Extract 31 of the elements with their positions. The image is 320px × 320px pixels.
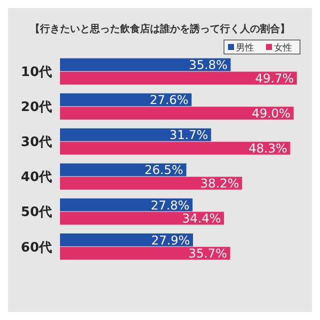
bar [60,58,231,72]
y-tick-label: 30代 [20,135,52,150]
data-label: 48.3% [248,142,288,156]
bar [60,142,290,155]
y-tick-label: 10代 [20,65,52,80]
data-label: 27.8% [150,198,190,212]
data-label: 38.2% [200,176,240,191]
bar [60,198,193,212]
data-label: 26.5% [144,163,184,178]
bar [60,233,193,246]
y-tick-label: 20代 [20,100,52,116]
chart-title: 【行きたいと思った飲食店は誰かを誘って行く人の割合】 [30,23,290,35]
data-label: 34.4% [182,212,221,226]
bar [60,72,297,85]
bar [60,176,242,190]
data-label: 49.0% [252,106,291,121]
bar [60,128,212,142]
y-tick-label: 50代 [20,205,52,220]
data-label: 31.7% [169,128,208,142]
bar [60,212,224,225]
bar [60,246,230,260]
legend-label: 男性 [236,42,254,54]
data-label: 27.6% [150,93,189,108]
legend-label: 女性 [274,42,292,54]
data-label: 35.8% [188,58,228,72]
data-label: 49.7% [255,72,294,86]
data-label: 35.7% [188,246,228,261]
y-tick-label: 60代 [20,240,52,256]
data-label: 27.9% [151,233,190,248]
bar [60,106,294,120]
y-tick-label: 40代 [20,170,52,186]
